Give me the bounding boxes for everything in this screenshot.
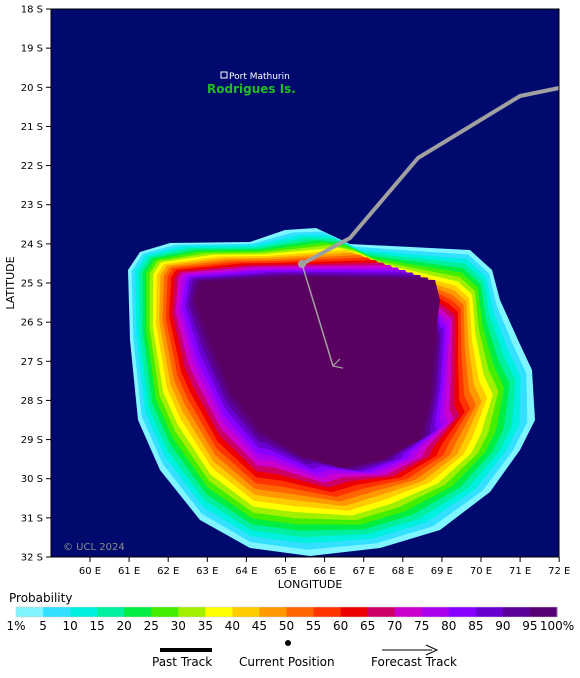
colorbar-label: 45 bbox=[252, 619, 267, 633]
lat-tick-label: 27 S bbox=[21, 357, 43, 368]
lon-tick-label: 72 E bbox=[548, 566, 570, 577]
colorbar-label: 65 bbox=[360, 619, 375, 633]
past-track-line bbox=[301, 86, 560, 266]
colorbar-label: 55 bbox=[306, 619, 321, 633]
lat-tick-label: 22 S bbox=[21, 161, 43, 172]
past-track-key-label: Past Track bbox=[152, 655, 213, 669]
colorbar-swatch bbox=[475, 607, 504, 617]
colorbar-swatch bbox=[151, 607, 179, 617]
colorbar-label: 1% bbox=[6, 619, 25, 633]
colorbar-swatch bbox=[313, 607, 342, 617]
colorbar-label: 80 bbox=[441, 619, 456, 633]
lat-tick-label: 32 S bbox=[21, 553, 43, 564]
forecast-track-key-label: Forecast Track bbox=[371, 655, 457, 669]
current-position-key-symbol bbox=[285, 640, 291, 646]
longitude-axis: 60 E 61 E 62 E 63 E 64 E 65 E 66 E 67 E 68 E 69 E… bbox=[79, 557, 570, 577]
lat-tick-label: 20 S bbox=[21, 83, 43, 94]
colorbar-swatch bbox=[259, 607, 287, 617]
current-position-key-label: Current Position bbox=[239, 655, 335, 669]
colorbar-label: 40 bbox=[225, 619, 240, 633]
colorbar-swatch bbox=[178, 607, 206, 617]
colorbar-swatch bbox=[16, 607, 44, 617]
colorbar-label: 35 bbox=[198, 619, 213, 633]
colorbar-label: 70 bbox=[387, 619, 402, 633]
colorbar-label: 60 bbox=[333, 619, 348, 633]
y-axis-title: LATITUDE bbox=[4, 256, 17, 309]
lon-tick-label: 64 E bbox=[235, 566, 257, 577]
lat-tick-label: 19 S bbox=[21, 44, 43, 55]
lon-tick-label: 69 E bbox=[431, 566, 453, 577]
legend-title: Probability bbox=[9, 591, 73, 605]
lon-tick-label: 68 E bbox=[392, 566, 414, 577]
lat-tick-label: 24 S bbox=[21, 239, 43, 250]
colorbar-label: 75 bbox=[414, 619, 429, 633]
lat-tick-label: 31 S bbox=[21, 513, 43, 524]
town-label: Port Mathurin bbox=[229, 72, 290, 82]
colorbar-swatch bbox=[448, 607, 477, 617]
colorbar-swatch bbox=[502, 607, 531, 617]
lat-tick-label: 30 S bbox=[21, 474, 43, 485]
colorbar-label: 95 bbox=[522, 619, 537, 633]
colorbar-swatch bbox=[205, 607, 233, 617]
colorbar-label: 15 bbox=[90, 619, 105, 633]
lat-tick-label: 29 S bbox=[21, 435, 43, 446]
colorbar-label: 30 bbox=[171, 619, 186, 633]
colorbar-outline bbox=[15, 606, 558, 618]
island-label: Rodrigues Is. bbox=[207, 82, 296, 96]
colorbar-label: 90 bbox=[495, 619, 510, 633]
lat-tick-label: 28 S bbox=[21, 396, 43, 407]
colorbar-swatch bbox=[232, 607, 260, 617]
colorbar-label: 20 bbox=[117, 619, 132, 633]
colorbar-swatch bbox=[286, 607, 315, 617]
colorbar-label: 50 bbox=[279, 619, 294, 633]
colorbar-label: 25 bbox=[144, 619, 159, 633]
probability-swath bbox=[128, 228, 535, 556]
copyright-text: © UCL 2024 bbox=[63, 542, 125, 553]
lon-tick-label: 71 E bbox=[509, 566, 531, 577]
x-axis-title: LONGITUDE bbox=[278, 578, 343, 591]
lat-tick-label: 21 S bbox=[21, 122, 43, 133]
lat-tick-label: 23 S bbox=[21, 200, 43, 211]
forecast-track-arrow bbox=[301, 263, 333, 366]
lat-tick-label: 18 S bbox=[21, 5, 43, 16]
colorbar-swatch bbox=[97, 607, 125, 617]
colorbar-swatch bbox=[394, 607, 423, 617]
forecast-track-key-arrow-icon bbox=[425, 644, 439, 656]
colorbar-label: 5 bbox=[39, 619, 47, 633]
lon-tick-label: 66 E bbox=[313, 566, 335, 577]
town-marker-icon bbox=[220, 71, 228, 79]
colorbar-swatch bbox=[124, 607, 152, 617]
lat-tick-label: 26 S bbox=[21, 318, 43, 329]
lon-tick-label: 67 E bbox=[353, 566, 375, 577]
colorbar-swatch bbox=[367, 607, 396, 617]
probability-band bbox=[195, 277, 440, 468]
colorbar-label: 10 bbox=[62, 619, 77, 633]
probability-colorbar bbox=[15, 606, 558, 618]
colorbar-label: 100% bbox=[540, 619, 574, 633]
lat-tick-label: 25 S bbox=[21, 279, 43, 290]
lon-tick-label: 63 E bbox=[196, 566, 218, 577]
latitude-axis: 18 S 19 S 20 S 21 S 22 S 23 S 24 S 25 S 26 S 27 S… bbox=[21, 5, 51, 564]
lon-tick-label: 65 E bbox=[274, 566, 296, 577]
lon-tick-label: 70 E bbox=[470, 566, 492, 577]
lon-tick-label: 60 E bbox=[79, 566, 101, 577]
probability-colorbar-labels: 1% 5 10 15 20 25 30 35 40 45 50 55 60 65 70 75 80 85 90 95 1… bbox=[6, 619, 574, 633]
lon-tick-label: 62 E bbox=[157, 566, 179, 577]
colorbar-swatch bbox=[529, 607, 558, 617]
colorbar-label: 85 bbox=[468, 619, 483, 633]
colorbar-swatch bbox=[43, 607, 71, 617]
lon-tick-label: 61 E bbox=[118, 566, 140, 577]
colorbar-swatch bbox=[340, 607, 369, 617]
colorbar-swatch bbox=[70, 607, 98, 617]
colorbar-swatch bbox=[421, 607, 450, 617]
